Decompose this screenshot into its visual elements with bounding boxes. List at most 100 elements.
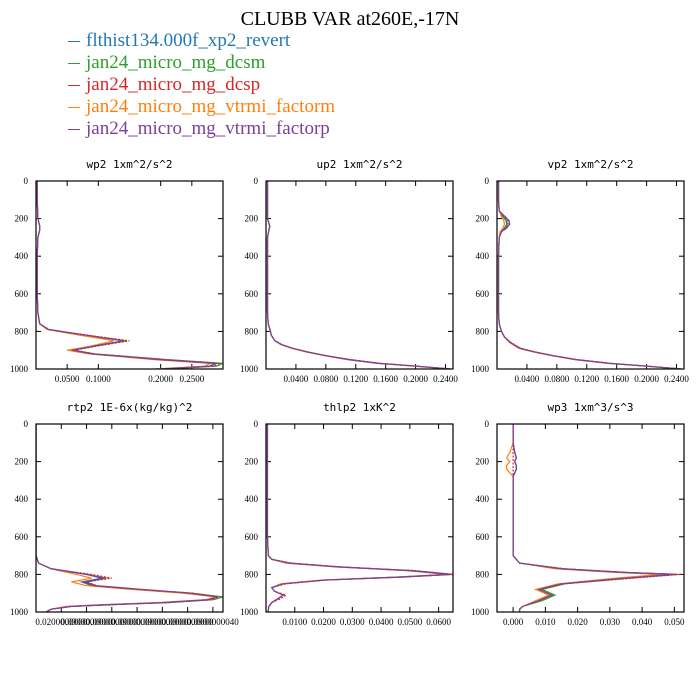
legend-item: jan24_micro_mg_dcsm: [68, 52, 335, 74]
x-tick-label: 0.0500: [55, 374, 80, 384]
x-tick-label: 0.1200: [574, 374, 599, 384]
x-tick-label: 0.1200: [343, 374, 368, 384]
legend-label: flthist134.000f_xp2_revert: [86, 30, 291, 51]
y-tick-label: 0: [485, 419, 490, 429]
x-tick-label: 0.0100: [282, 617, 307, 627]
y-tick-label: 600: [476, 289, 490, 299]
legend-item: jan24_micro_mg_vtrmi_factorp: [68, 118, 335, 140]
y-tick-label: 200: [245, 457, 259, 467]
panel-title: vp2 1xm^2/s^2: [547, 158, 633, 171]
legend-item: jan24_micro_mg_dcsp: [68, 74, 335, 96]
legend-label: jan24_micro_mg_dcsp: [86, 74, 261, 95]
y-tick-label: 1000: [10, 607, 29, 617]
panel: wp2 1xm^2/s^2 0 200 400 600 800 1000 0.0500 0.10…: [10, 158, 224, 384]
legend-line-icon: [68, 128, 80, 130]
x-tick-label: 0.0300: [340, 617, 365, 627]
panel-title: rtp2 1E-6x(kg/kg)^2: [67, 401, 193, 414]
panel: up2 1xm^2/s^2 0 200 400 600 800 1000 0.0400 0.08…: [240, 158, 458, 384]
plot-frame: [496, 423, 685, 613]
x-tick-label: 0.1600: [604, 374, 629, 384]
x-tick-label: 0.030: [600, 617, 621, 627]
x-tick-label: 0.2400: [433, 374, 458, 384]
x-tick-label: 0.0900000040: [187, 617, 239, 627]
x-tick-label: 0.0900000000: [136, 617, 188, 627]
series-line: [266, 181, 451, 369]
y-tick-label: 800: [245, 326, 259, 336]
y-tick-label: 1000: [240, 364, 259, 374]
series-line: [497, 181, 681, 369]
series-line: [36, 181, 216, 369]
x-tick-label: 0.0400: [284, 374, 309, 384]
series-line: [36, 181, 221, 369]
legend-item: jan24_micro_mg_vtrmi_factorm: [68, 96, 335, 118]
y-tick-label: 400: [476, 494, 490, 504]
y-tick-label: 1000: [240, 607, 259, 617]
series-line: [266, 424, 453, 612]
y-tick-label: 200: [476, 214, 490, 224]
x-tick-label: 0.000: [503, 617, 524, 627]
series-line: [36, 424, 223, 612]
series-line: [266, 424, 453, 612]
series-line: [266, 181, 451, 369]
series-line: [266, 181, 451, 369]
panel-title: wp3 1xm^3/s^3: [547, 401, 633, 414]
panel: thlp2 1xK^2 0 200 400 600 800 1000 0.0100 0.0200…: [240, 401, 454, 627]
series-line: [497, 181, 682, 369]
x-tick-label: 0.0400: [369, 617, 394, 627]
y-tick-label: 600: [15, 289, 29, 299]
plot-frame: [496, 180, 685, 370]
y-tick-label: 1000: [471, 607, 490, 617]
x-tick-label: 0.2400: [664, 374, 689, 384]
y-tick-label: 600: [15, 532, 29, 542]
x-tick-label: 0.2000: [403, 374, 428, 384]
y-tick-label: 0: [485, 176, 490, 186]
series-line: [505, 424, 662, 612]
y-tick-label: 1000: [471, 364, 490, 374]
legend-label: jan24_micro_mg_vtrmi_factorp: [86, 118, 330, 139]
series-line: [36, 424, 219, 612]
panel: vp2 1xm^2/s^2 0 200 400 600 800 1000 0.0400 0.08…: [471, 158, 689, 384]
y-tick-label: 800: [476, 326, 490, 336]
x-tick-label: 0.050: [664, 617, 685, 627]
y-tick-label: 200: [476, 457, 490, 467]
x-tick-label: 0.0400: [515, 374, 540, 384]
series-line: [497, 181, 682, 369]
x-tick-label: 0.0800: [544, 374, 569, 384]
x-tick-label: 0.1000: [86, 374, 111, 384]
legend-line-icon: [68, 62, 80, 64]
y-tick-label: 400: [245, 251, 259, 261]
x-tick-label: 0.0200000000: [35, 617, 87, 627]
series-line: [266, 424, 451, 612]
panel-title: thlp2 1xK^2: [323, 401, 396, 414]
panel-title: wp2 1xm^2/s^2: [86, 158, 172, 171]
x-tick-label: 0.0200: [311, 617, 336, 627]
series-line: [266, 424, 448, 612]
y-tick-label: 800: [15, 569, 29, 579]
y-tick-label: 0: [24, 176, 29, 186]
y-tick-label: 1000: [10, 364, 29, 374]
panel: wp3 1xm^3/s^3 0 200 400 600 800 1000 0.000 0.010…: [471, 401, 685, 627]
y-tick-label: 0: [24, 419, 29, 429]
y-tick-label: 800: [476, 569, 490, 579]
x-tick-label: 0.0900000000: [61, 617, 113, 627]
series-line: [266, 424, 451, 612]
x-tick-label: 0.2000: [148, 374, 173, 384]
legend-line-icon: [68, 40, 80, 42]
y-tick-label: 600: [245, 289, 259, 299]
series-line: [512, 424, 678, 612]
legend-item: flthist134.000f_xp2_revert: [68, 30, 335, 52]
series-line: [512, 424, 675, 612]
y-tick-label: 200: [245, 214, 259, 224]
series-line: [36, 424, 216, 612]
series-line: [36, 424, 221, 612]
series-line: [266, 181, 450, 369]
series-line: [497, 181, 680, 369]
y-tick-label: 200: [15, 457, 29, 467]
series-line: [266, 181, 449, 369]
x-tick-label: 0.2000: [634, 374, 659, 384]
y-tick-label: 400: [15, 494, 29, 504]
plot-frame: [265, 180, 454, 370]
y-tick-label: 400: [245, 494, 259, 504]
x-tick-label: 0.0900000000: [162, 617, 214, 627]
